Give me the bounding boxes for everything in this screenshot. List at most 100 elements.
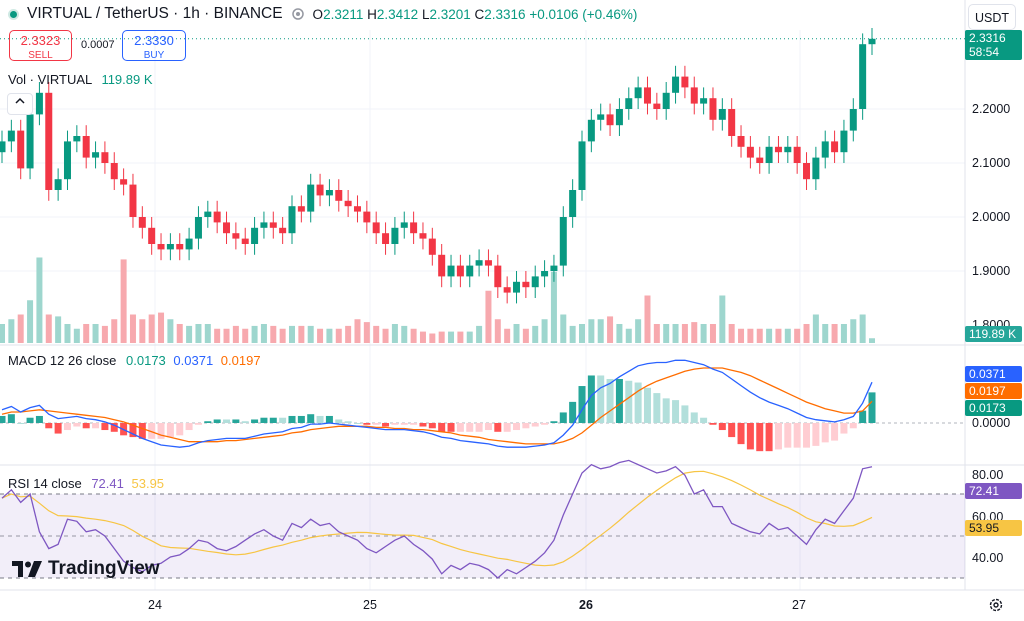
macd-histogram-bar [73, 423, 81, 427]
volume-bar [335, 328, 342, 343]
macd-histogram-bar [110, 423, 118, 432]
volume-bar [17, 314, 24, 343]
candle-body [522, 281, 530, 288]
volume-bar [45, 314, 52, 343]
candle-body [353, 206, 361, 212]
candle-body [849, 109, 857, 131]
volume-bar [223, 328, 230, 343]
macd-histogram-bar [803, 423, 811, 448]
candle-body [503, 287, 511, 293]
volume-bar [0, 324, 5, 343]
rsi-tag: 72.41 [965, 483, 1022, 499]
macd-histogram-bar [54, 423, 62, 434]
currency-selector[interactable]: USDT [968, 4, 1016, 30]
volume-bar [391, 324, 398, 343]
volume-bar [158, 312, 165, 343]
volume-bar [83, 324, 90, 343]
volume-tag: 119.89 K [965, 326, 1022, 342]
tradingview-logo-icon [12, 561, 42, 577]
buy-button[interactable]: 2.3330 BUY [122, 30, 186, 61]
candle-body [662, 92, 670, 109]
macd-histogram-bar [194, 423, 202, 425]
candle-body [223, 222, 231, 234]
candle-body [606, 114, 614, 126]
macd-histogram-bar [868, 392, 876, 423]
symbol-title[interactable]: VIRTUAL / TetherUS · 1h · BINANCE [27, 5, 283, 22]
candle-body [213, 211, 221, 223]
collapse-legend-button[interactable] [7, 93, 33, 115]
macd-axis-label: 0.0000 [972, 416, 1011, 430]
macd-signal-tag: 0.0197 [965, 383, 1022, 399]
macd-histogram-bar [0, 415, 6, 423]
volume-bar [326, 328, 333, 343]
candle-body [410, 222, 418, 234]
candle-body [456, 265, 464, 277]
candle-body [428, 238, 436, 255]
volume-bar [270, 325, 277, 343]
candle-body [45, 92, 53, 190]
macd-histogram-bar [166, 423, 174, 438]
volume-bar [569, 325, 576, 343]
volume-bar [36, 257, 43, 343]
macd-histogram-bar [700, 417, 708, 423]
volume-bar [457, 331, 464, 343]
volume-bar [756, 328, 763, 343]
candle-body [475, 260, 483, 266]
volume-bar [476, 325, 483, 343]
macd-histogram-bar [503, 423, 511, 432]
candle-body [101, 152, 109, 163]
volume-bar [419, 331, 426, 343]
macd-histogram-bar [784, 423, 792, 448]
eye-icon[interactable] [291, 7, 305, 21]
volume-bar [532, 325, 539, 343]
candle-body [597, 114, 605, 120]
macd-histogram-bar [45, 423, 53, 429]
volume-bar [635, 319, 642, 343]
candle-body [690, 87, 698, 104]
volume-bar [466, 331, 473, 343]
volume-bar [120, 259, 127, 343]
macd-histogram-bar [232, 419, 240, 423]
macd-histogram-bar [831, 423, 839, 441]
candle-body [17, 130, 25, 169]
volume-bar [579, 324, 585, 343]
sell-button[interactable]: 2.3323 SELL [9, 30, 72, 61]
candle-body [82, 136, 90, 158]
candle-body [550, 265, 558, 271]
volume-bar [794, 328, 801, 343]
settings-gear-icon[interactable] [988, 597, 1004, 613]
candle-body [372, 222, 380, 234]
candle-body [803, 163, 811, 180]
volume-bar [672, 324, 679, 343]
candle-body [92, 152, 100, 158]
candle-body [774, 146, 782, 153]
volume-bar [700, 324, 707, 343]
low-label: L [421, 6, 430, 22]
macd-histogram-bar [391, 423, 399, 425]
volume-bar [176, 324, 183, 343]
candle-body [120, 179, 128, 185]
tradingview-logo[interactable]: TradingView [12, 558, 160, 580]
macd-histogram-bar [148, 423, 156, 439]
candle-body [138, 217, 146, 228]
candle-body [531, 276, 539, 288]
volume-bar [728, 324, 735, 343]
rsi-ma-tag: 53.95 [965, 520, 1022, 536]
volume-label: Vol · VIRTUAL [8, 72, 92, 87]
candle-body [400, 222, 408, 228]
macd-histogram-bar [241, 421, 249, 423]
volume-bar [92, 324, 99, 343]
candle-body [325, 190, 333, 196]
last-price: 2.3316 [969, 31, 1006, 45]
volume-bar [681, 324, 688, 343]
macd-histogram-bar [279, 417, 287, 423]
macd-histogram-bar [597, 375, 605, 423]
volume-bar [251, 325, 258, 343]
volume-bar [644, 295, 651, 343]
change-value: +0.0106 (+0.46%) [529, 6, 638, 22]
macd-histogram-bar [353, 423, 361, 424]
candle-body [54, 179, 62, 190]
candle-body [166, 244, 174, 250]
candle-body [812, 157, 820, 180]
